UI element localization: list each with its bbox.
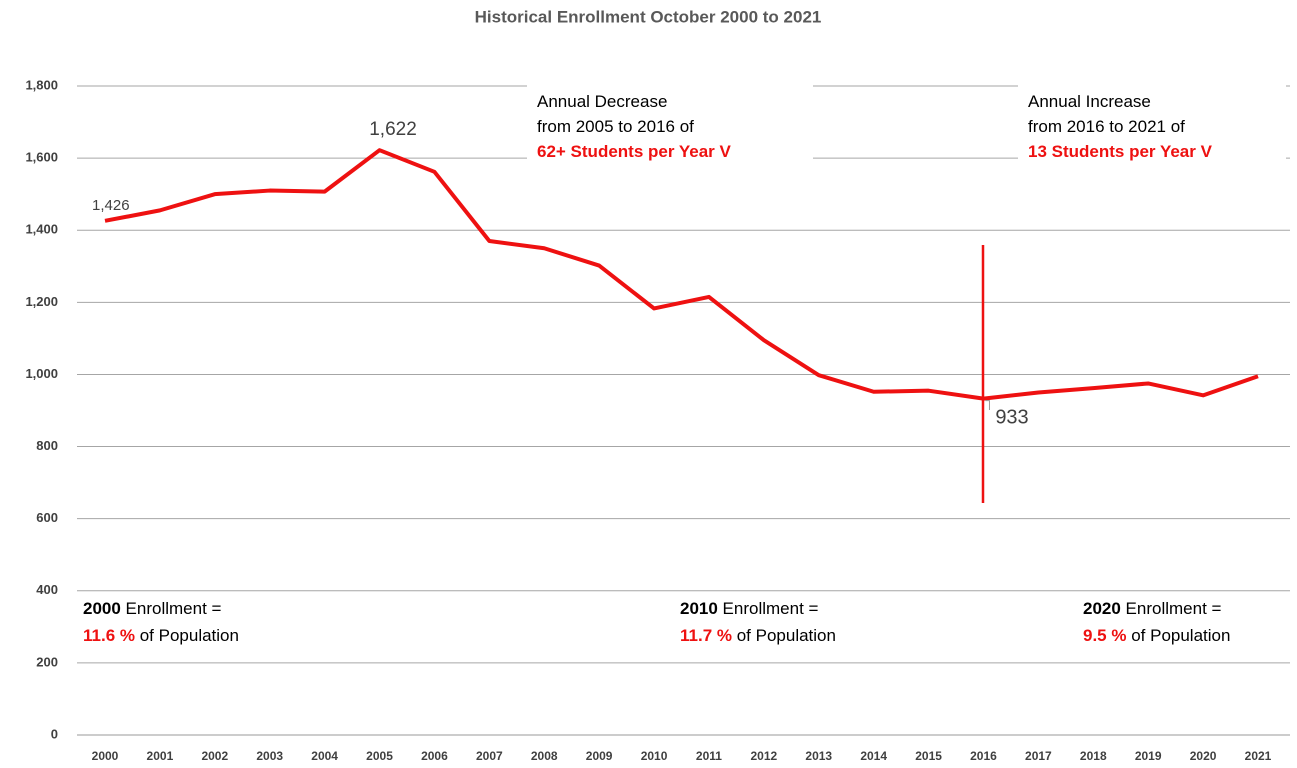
line-series	[104, 148, 1259, 401]
annotation: Annual Increase	[1028, 92, 1151, 111]
annotation-text: from 2016 to 2021 of	[1028, 117, 1185, 136]
data-label: 1,622	[369, 119, 417, 140]
annotation-box	[527, 78, 813, 168]
annotation-text: of Population	[1126, 626, 1230, 645]
annotation-text: 13 Students per Year V	[1028, 142, 1213, 161]
annotation: Annual Decrease	[537, 92, 667, 111]
chart-title: Historical Enrollment October 2000 to 20…	[475, 7, 822, 26]
annotation: 11.7 % of Population	[680, 626, 836, 645]
annotation: 2010 Enrollment =	[680, 599, 819, 618]
x-tick-label: 2009	[586, 749, 613, 763]
y-tick-label: 1,600	[25, 150, 58, 165]
x-tick-label: 2000	[92, 749, 119, 763]
annotation-text: 11.6 %	[83, 626, 135, 645]
annotation-text: of Population	[135, 626, 239, 645]
y-tick-label: 1,200	[25, 294, 58, 309]
x-tick-label: 2004	[311, 749, 338, 763]
x-tick-label: 2017	[1025, 749, 1052, 763]
y-tick-label: 200	[36, 654, 58, 669]
data-label: 1,426	[92, 197, 130, 214]
x-tick-label: 2003	[256, 749, 283, 763]
annotation-text: 2010	[680, 599, 718, 618]
y-tick-label: 0	[51, 726, 58, 741]
x-tick-label: 2014	[860, 749, 887, 763]
x-tick-label: 2016	[970, 749, 997, 763]
annotation: 9.5 % of Population	[1083, 626, 1230, 645]
annotation-text: Enrollment =	[121, 599, 222, 618]
y-tick-label: 1,000	[25, 366, 58, 381]
x-tick-label: 2010	[641, 749, 668, 763]
x-tick-label: 2021	[1245, 749, 1272, 763]
annotation-text: of Population	[732, 626, 836, 645]
annotation: 2020 Enrollment =	[1083, 599, 1222, 618]
x-tick-label: 2005	[366, 749, 393, 763]
annotation-text: Enrollment =	[1121, 599, 1222, 618]
annotation: 62+ Students per Year V	[537, 142, 732, 161]
y-tick-label: 400	[36, 582, 58, 597]
annotation-box	[1018, 78, 1286, 168]
y-tick-label: 1,800	[25, 77, 58, 92]
annotation: 13 Students per Year V	[1028, 142, 1213, 161]
x-tick-label: 2012	[751, 749, 778, 763]
x-tick-label: 2015	[915, 749, 942, 763]
y-tick-label: 600	[36, 510, 58, 525]
x-tick-label: 2006	[421, 749, 448, 763]
annotation: 11.6 % of Population	[83, 626, 239, 645]
annotation-text: 2020	[1083, 599, 1121, 618]
annotation: from 2005 to 2016 of	[537, 117, 694, 136]
data-label: 933	[995, 406, 1028, 428]
x-tick-label: 2001	[147, 749, 174, 763]
x-tick-label: 2018	[1080, 749, 1107, 763]
annotation-text: 9.5 %	[1083, 626, 1126, 645]
x-tick-label: 2011	[696, 749, 722, 763]
x-tick-label: 2007	[476, 749, 503, 763]
annotation-text: 62+ Students per Year V	[537, 142, 732, 161]
y-tick-label: 1,400	[25, 222, 58, 237]
y-tick-label: 800	[36, 438, 58, 453]
annotation-text: from 2005 to 2016 of	[537, 117, 694, 136]
annotation: 2000 Enrollment =	[83, 599, 222, 618]
annotation-text: Annual Increase	[1028, 92, 1151, 111]
x-tick-label: 2013	[805, 749, 832, 763]
x-tick-label: 2008	[531, 749, 558, 763]
x-tick-label: 2020	[1190, 749, 1217, 763]
annotation-text: Annual Decrease	[537, 92, 667, 111]
annotation-text: 2000	[83, 599, 121, 618]
x-tick-label: 2002	[201, 749, 228, 763]
annotation: from 2016 to 2021 of	[1028, 117, 1185, 136]
annotation-text: 11.7 %	[680, 626, 732, 645]
annotation-text: Enrollment =	[718, 599, 819, 618]
leader-line	[985, 400, 990, 410]
x-tick-label: 2019	[1135, 749, 1162, 763]
